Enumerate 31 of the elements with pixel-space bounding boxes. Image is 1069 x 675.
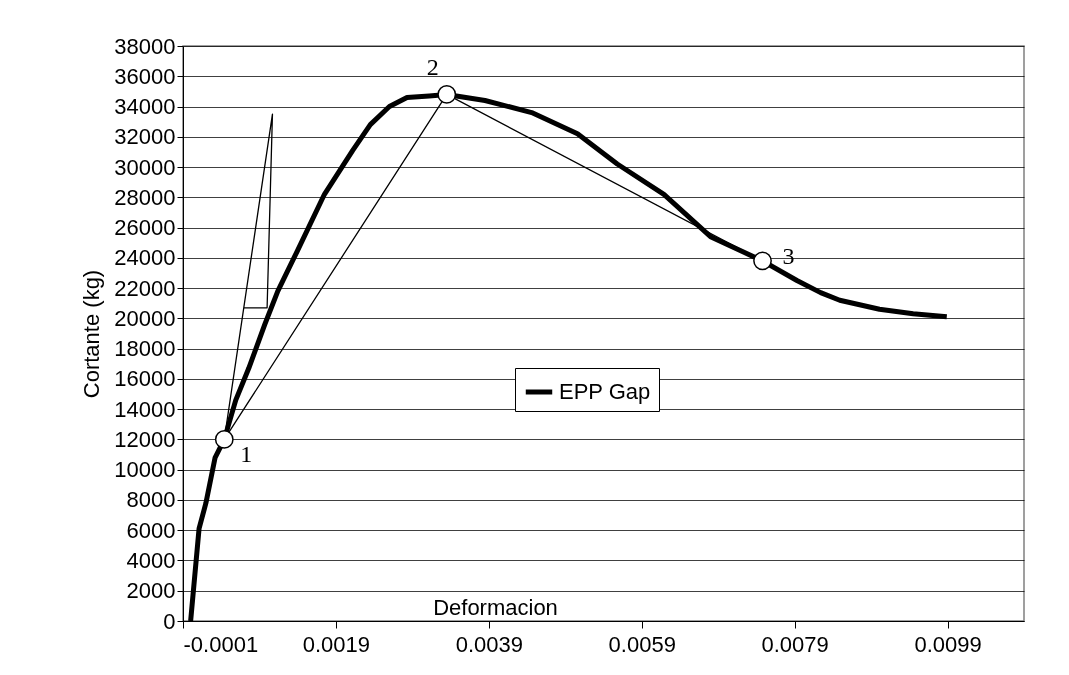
annotation: 1 [240,441,253,468]
y-tick-label: 32000 [114,124,176,150]
y-axis-title: Cortante (kg) [79,269,105,399]
x-tick-label: 0.0019 [302,631,371,657]
y-tick-label: 20000 [114,305,176,331]
x-tick-label: 0.0079 [761,631,829,657]
annotation: 2 [426,54,439,81]
y-tick-label: 18000 [114,336,176,362]
y-tick-label: 8000 [126,487,176,513]
y-tick-label: 26000 [114,215,176,241]
y-tick-label: 6000 [126,517,176,543]
y-tick-label: 34000 [114,94,176,120]
y-tick-label: 38000 [114,33,176,59]
y-tick-label: 14000 [114,396,176,422]
y-tick-label: 36000 [114,63,176,89]
y-tick-label: 16000 [114,366,176,392]
y-tick-label: 0 [163,608,176,634]
x-axis-title: Deformacion [433,594,558,620]
y-tick-label: 28000 [114,184,176,210]
y-tick-label: 2000 [126,578,176,604]
y-tick-label: 10000 [114,457,176,483]
y-tick-label: 4000 [126,547,176,573]
y-tick-label: 12000 [114,426,176,452]
y-tick-label: 30000 [114,154,176,180]
y-tick-label: 22000 [114,275,176,301]
legend-label: EPP Gap [559,379,651,404]
x-tick-label: 0.0039 [455,631,523,657]
x-tick-label: -0.0001 [183,631,259,657]
x-tick-label: 0.0059 [608,631,676,657]
y-tick-label: 24000 [114,245,176,271]
x-tick-label: 0.0099 [914,631,982,657]
